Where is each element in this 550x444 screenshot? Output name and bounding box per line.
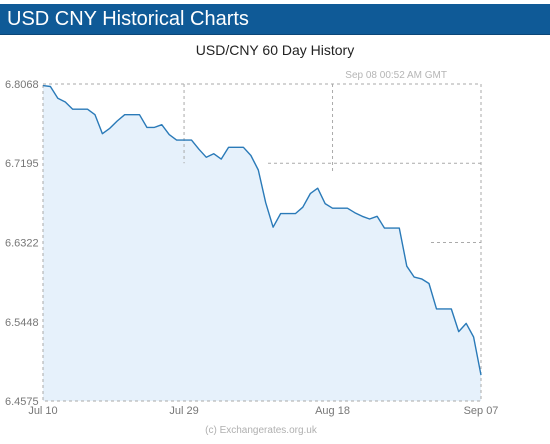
data-point <box>368 218 370 220</box>
y-tick-label: 6.7195 <box>5 158 39 170</box>
header-bar: USD CNY Historical Charts <box>0 4 550 35</box>
data-point <box>272 226 274 228</box>
page-title: USD CNY Historical Charts <box>7 8 249 30</box>
y-tick-label: 6.5448 <box>5 317 39 329</box>
data-point <box>450 308 452 310</box>
data-point <box>294 212 296 214</box>
data-point <box>428 282 430 284</box>
data-point <box>465 322 467 324</box>
y-tick-label: 6.8068 <box>5 79 39 91</box>
data-point <box>317 187 319 189</box>
data-point <box>57 97 59 99</box>
data-point <box>265 202 267 204</box>
data-point <box>250 154 252 156</box>
data-point <box>420 278 422 280</box>
data-point <box>42 84 44 86</box>
chart-title: USD/CNY 60 Day History <box>195 42 355 58</box>
data-point <box>309 192 311 194</box>
y-tick-label: 6.4575 <box>5 396 39 408</box>
data-point <box>94 114 96 116</box>
x-tick-label: Jul 29 <box>169 405 198 417</box>
data-point <box>220 158 222 160</box>
data-point <box>435 308 437 310</box>
data-point <box>279 212 281 214</box>
timestamp-label: Sep 08 00:52 AM GMT <box>345 70 447 81</box>
data-point <box>131 114 133 116</box>
data-point <box>146 126 148 128</box>
data-point <box>339 207 341 209</box>
data-point <box>480 374 482 376</box>
data-point <box>227 146 229 148</box>
data-point <box>472 336 474 338</box>
data-point <box>406 265 408 267</box>
data-point <box>302 206 304 208</box>
y-tick-label: 6.6322 <box>5 237 39 249</box>
x-tick-label: Jul 10 <box>28 405 57 417</box>
data-point <box>190 139 192 141</box>
data-point <box>324 202 326 204</box>
data-point <box>242 146 244 148</box>
data-point <box>287 212 289 214</box>
data-point <box>109 127 111 129</box>
data-point <box>198 148 200 150</box>
data-point <box>383 227 385 229</box>
data-point <box>391 227 393 229</box>
data-point <box>161 124 163 126</box>
data-point <box>346 207 348 209</box>
x-tick-label: Sep 07 <box>464 405 499 417</box>
data-point <box>86 108 88 110</box>
data-point <box>361 215 363 217</box>
data-point <box>101 133 103 135</box>
data-point <box>79 108 81 110</box>
data-point <box>354 212 356 214</box>
data-point <box>168 133 170 135</box>
data-point <box>72 108 74 110</box>
data-point <box>458 330 460 332</box>
data-point <box>257 169 259 171</box>
data-point <box>138 114 140 116</box>
series-line <box>42 84 482 376</box>
area-fill <box>43 85 481 401</box>
x-tick-label: Aug 18 <box>315 405 350 417</box>
data-point <box>124 114 126 116</box>
data-point <box>205 156 207 158</box>
data-point <box>153 126 155 128</box>
data-point <box>175 139 177 141</box>
data-point <box>331 207 333 209</box>
data-point <box>376 215 378 217</box>
data-point <box>213 153 215 155</box>
data-point <box>235 146 237 148</box>
data-point <box>443 308 445 310</box>
data-point <box>49 85 51 87</box>
data-point <box>116 120 118 122</box>
credit-text: (c) Exchangerates.org.uk <box>205 425 317 436</box>
data-point <box>64 101 66 103</box>
data-point <box>413 276 415 278</box>
data-point <box>183 139 185 141</box>
data-point <box>398 227 400 229</box>
